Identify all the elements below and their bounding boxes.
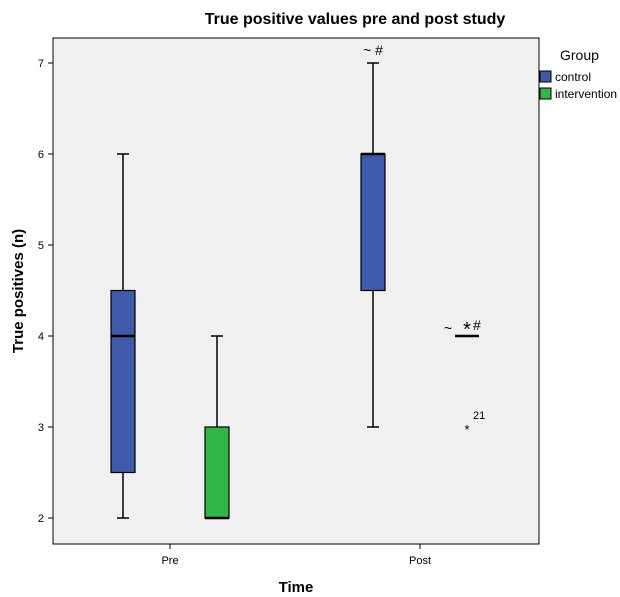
y-tick-label: 3: [38, 422, 44, 434]
x-tick-label: Post: [409, 555, 431, 567]
box-series: ~ #~ #**21: [110, 42, 485, 520]
legend-swatch-intervention: [539, 87, 552, 100]
legend-label-control: control: [555, 70, 591, 84]
y-tick-label: 2: [38, 513, 44, 525]
outlier-marker: *: [464, 422, 469, 437]
x-tick-label: Pre: [161, 555, 178, 567]
y-tick-label: 6: [38, 149, 44, 161]
y-axis-title: True positives (n): [10, 229, 27, 353]
outlier-label: 21: [473, 410, 485, 422]
y-tick-label: 4: [38, 331, 44, 343]
legend-title: Group: [560, 47, 599, 63]
box: [360, 153, 386, 292]
legend-label-intervention: intervention: [555, 87, 617, 101]
y-tick-label: 5: [38, 240, 44, 252]
legend: Group control intervention: [539, 47, 617, 101]
significance-annotation: #: [473, 317, 481, 333]
significance-annotation: ~ #: [363, 42, 383, 58]
x-axis: Pre Post: [161, 544, 431, 567]
legend-swatch-control: [539, 70, 552, 83]
x-axis-title: Time: [279, 579, 314, 596]
box: [204, 426, 230, 519]
box: [110, 289, 136, 474]
y-axis: 2 3 4 5 6 7: [38, 58, 53, 525]
significance-annotation: ~: [444, 320, 452, 336]
chart-title: True positive values pre and post study: [205, 11, 506, 28]
outlier-marker: *: [463, 319, 471, 341]
y-tick-label: 7: [38, 58, 44, 70]
